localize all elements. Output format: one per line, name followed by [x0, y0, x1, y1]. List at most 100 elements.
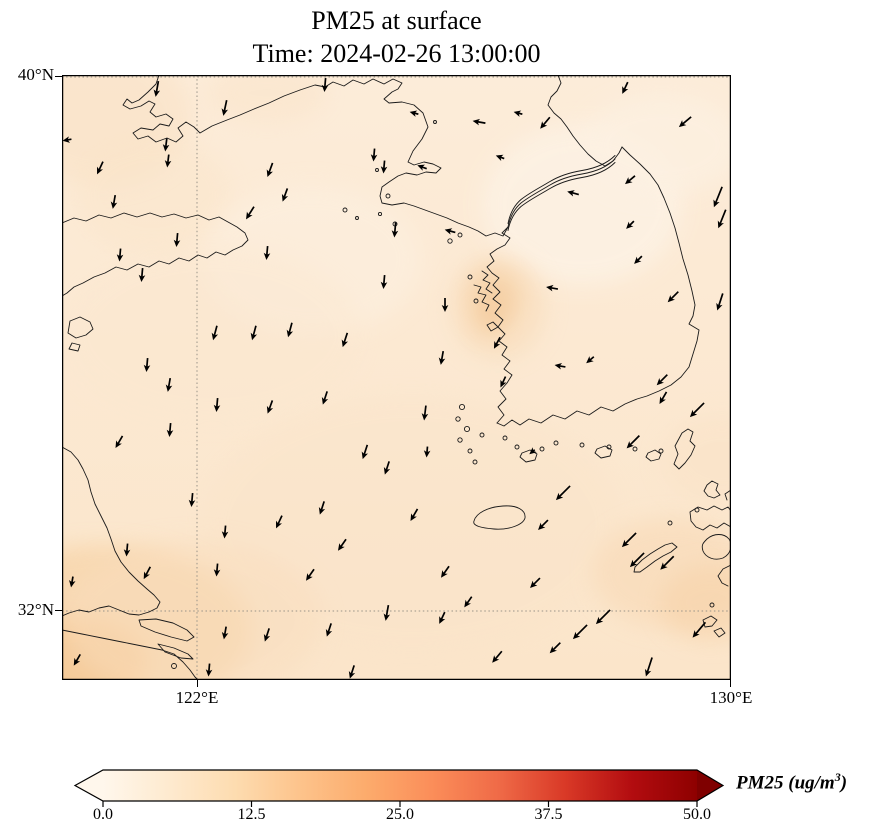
xtick-130e: 130°E: [709, 688, 753, 707]
jeju-island: [473, 505, 526, 530]
colorbar-tick-label: 50.0: [683, 806, 711, 823]
colorbar-tick-label: 25.0: [386, 806, 414, 823]
colorbar-label-main: PM25 (ug/m: [736, 772, 835, 794]
coast-yangtze-south: [62, 629, 199, 680]
ytick-32n: 32°N: [17, 600, 54, 619]
wind-arrow: [325, 623, 333, 637]
wind-arrow: [162, 138, 170, 152]
wind-arrow: [572, 624, 588, 640]
wind-arrow: [246, 206, 255, 220]
wind-arrow: [634, 255, 643, 264]
wind-arrow: [348, 665, 356, 679]
colorbar-gradient-bar: [103, 770, 697, 801]
wind-arrow: [213, 397, 221, 412]
wind-arrow: [281, 188, 289, 202]
wind-arrow: [211, 325, 219, 341]
wind-arrow: [421, 405, 429, 421]
wind-arrow: [625, 175, 636, 185]
xtick-mark-130e: [730, 680, 732, 687]
wind-arrow: [555, 485, 571, 501]
wind-arrow: [689, 402, 705, 418]
wind-arrow: [97, 161, 104, 175]
wind-arrow: [110, 194, 118, 209]
wind-arrow: [138, 267, 146, 282]
wind-arrow: [626, 435, 640, 449]
colorbar-label-close: ): [840, 772, 848, 794]
wind-arrow: [337, 538, 347, 551]
wind-arrow: [383, 604, 391, 621]
colorbar-label-sup: 3: [834, 770, 841, 784]
wind-arrow: [143, 357, 151, 372]
wind-arrow: [165, 377, 173, 392]
wind-arrow: [116, 248, 124, 262]
wind-arrow: [188, 492, 196, 507]
goto-islands: [702, 615, 726, 638]
wind-arrow: [321, 77, 329, 92]
wind-arrow: [529, 447, 537, 455]
wind-arrow: [410, 508, 419, 522]
wind-arrow: [221, 99, 229, 116]
wind-arrow: [444, 228, 456, 235]
ytick-mark-40n: [55, 76, 62, 78]
wind-arrow: [644, 657, 653, 677]
wind-arrow: [538, 519, 549, 530]
wind-arrow: [554, 363, 566, 370]
wind-arrow: [341, 332, 349, 348]
coast-gyeonggi-detail: [473, 270, 499, 332]
wind-arrow: [205, 663, 213, 677]
wind-arrow: [361, 444, 369, 460]
figure-title: PM25 at surface Time: 2024-02-26 13:00:0…: [62, 4, 731, 70]
colorbar: [73, 769, 725, 807]
wind-arrow: [530, 577, 541, 588]
wind-arrow: [492, 650, 503, 663]
chongming-island: [138, 618, 195, 642]
axes-frame: [62, 75, 731, 680]
wind-arrow: [266, 162, 274, 178]
wind-arrow: [266, 400, 274, 414]
wind-arrow: [472, 118, 486, 126]
ytick-mark-32n: [55, 610, 62, 612]
wind-arrow: [659, 391, 668, 405]
small-islands: [342, 120, 715, 608]
map-panel: [62, 75, 731, 680]
wind-arrow: [221, 626, 229, 640]
wind-arrow: [286, 322, 294, 338]
wind-arrow: [69, 576, 76, 588]
coast-jiangsu-blob: [67, 316, 94, 352]
ytick-40n: 40°N: [17, 65, 54, 84]
wind-arrow: [115, 435, 124, 449]
wind-arrow: [318, 501, 326, 515]
wind-arrow: [546, 284, 559, 292]
coast-korea-west: [486, 226, 513, 424]
wind-arrow: [716, 293, 724, 311]
xtick-mark-122e: [196, 680, 198, 687]
wind-arrow: [143, 566, 152, 580]
pm-patch: [207, 75, 327, 123]
pm-patch: [72, 135, 232, 255]
island-dot: [171, 663, 177, 669]
wind-arrow: [221, 525, 229, 539]
wind-arrow: [678, 116, 692, 128]
wind-arrow: [391, 222, 399, 238]
wind-arrow: [692, 621, 707, 638]
figure-title-line1: PM25 at surface: [311, 6, 482, 35]
wind-arrow: [263, 628, 271, 642]
xtick-122e: 122°E: [175, 688, 219, 707]
wind-arrow: [493, 336, 501, 349]
wind-arrow: [656, 374, 668, 386]
wind-arrow: [263, 245, 271, 260]
coastlines: [62, 75, 731, 680]
wind-arrow: [383, 461, 391, 475]
colorbar-label: PM25 (ug/m3): [736, 770, 847, 794]
wind-arrow: [153, 80, 161, 97]
wind-arrow: [549, 642, 561, 654]
wind-arrow: [417, 164, 427, 171]
wind-arrow: [629, 552, 645, 568]
wind-arrow: [464, 596, 473, 608]
wind-arrow: [441, 298, 449, 312]
coast-shandong: [62, 212, 249, 297]
pm-patch: [660, 565, 731, 641]
colorbar-tick-label: 0.0: [93, 806, 113, 823]
figure-title-line2: Time: 2024-02-26 13:00:00: [252, 39, 541, 68]
wind-arrow: [513, 110, 523, 117]
